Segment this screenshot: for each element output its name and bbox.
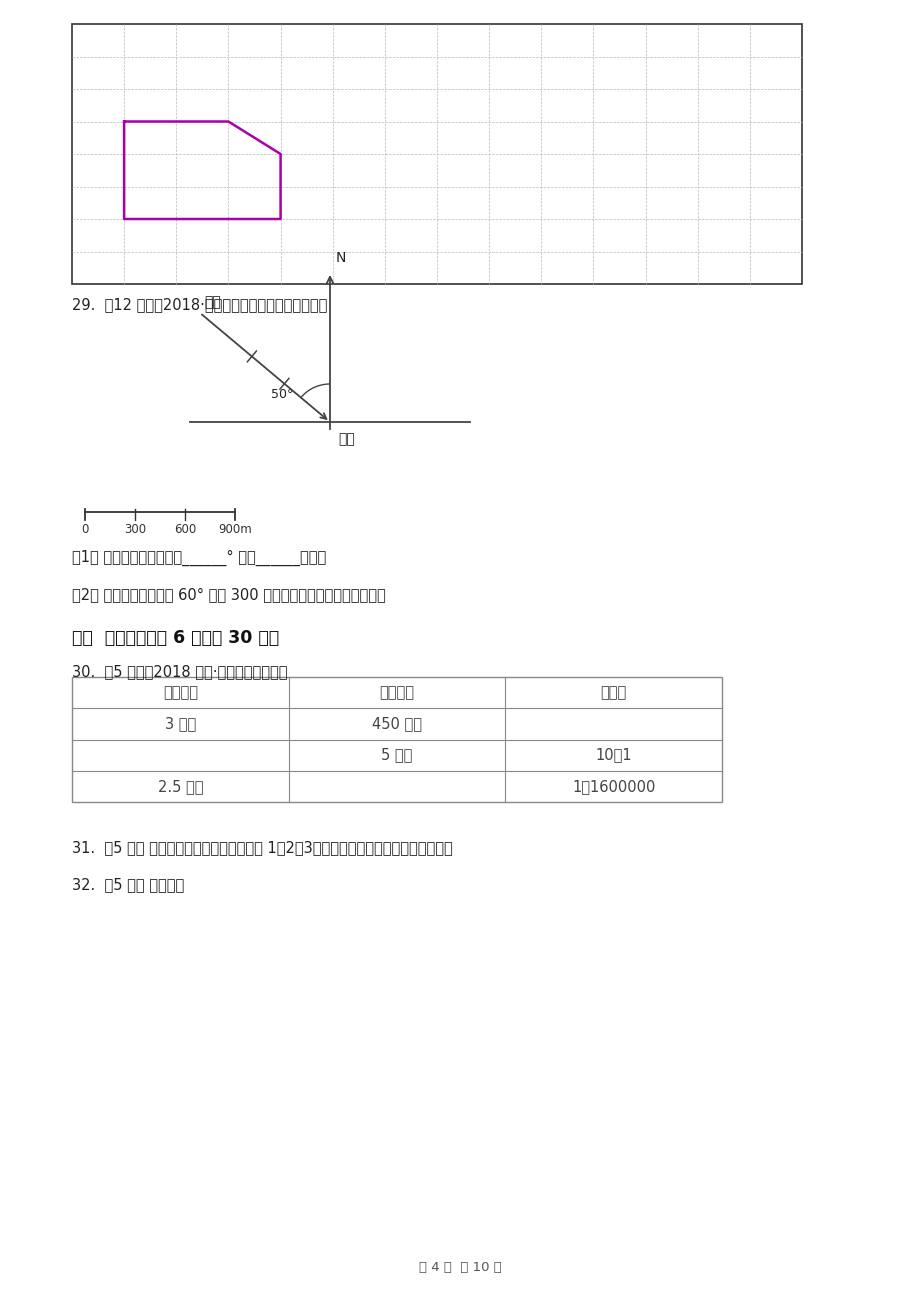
- Text: 300: 300: [124, 523, 146, 536]
- Text: （2） 银行在公园北偏东 60° 方向 300 米处，在图中表示出它的位置。: （2） 银行在公园北偏东 60° 方向 300 米处，在图中表示出它的位置。: [72, 587, 385, 602]
- Text: 900m: 900m: [218, 523, 252, 536]
- Text: 0: 0: [81, 523, 88, 536]
- Text: 比例尺: 比例尺: [600, 685, 626, 700]
- Text: 2.5 厘米: 2.5 厘米: [157, 779, 203, 794]
- Bar: [72, 23, 801, 284]
- Text: 29.  （12 分）（2018·溧阳）公园周边环境如图所示：: 29. （12 分）（2018·溧阳）公园周边环境如图所示：: [72, 297, 327, 312]
- Text: 31.  （5 分） 一个三角形的三个内角之比是 1：2：3，这个三角形三个内角各是多少度？: 31. （5 分） 一个三角形的三个内角之比是 1：2：3，这个三角形三个内角各…: [72, 840, 452, 855]
- Text: 第 4 页  共 10 页: 第 4 页 共 10 页: [418, 1262, 501, 1273]
- Text: 32.  （5 分） 画一画．: 32. （5 分） 画一画．: [72, 878, 184, 892]
- Text: 实际距离: 实际距离: [380, 685, 414, 700]
- Text: 600: 600: [174, 523, 196, 536]
- Text: 10：1: 10：1: [595, 747, 631, 763]
- Text: 50°: 50°: [270, 388, 293, 401]
- Text: 公园: 公园: [337, 432, 355, 447]
- Text: 450 千米: 450 千米: [371, 716, 422, 732]
- Bar: [72, 677, 721, 802]
- Text: 30.  （5 分）（2018 六下·云南期中）填表。: 30. （5 分）（2018 六下·云南期中）填表。: [72, 664, 288, 680]
- Text: N: N: [335, 251, 346, 266]
- Text: 1：1600000: 1：1600000: [572, 779, 654, 794]
- Text: 图上距离: 图上距离: [163, 685, 198, 700]
- Text: 3 厘米: 3 厘米: [165, 716, 196, 732]
- Text: 六、  解决问题（共 6 题；共 30 分）: 六、 解决问题（共 6 题；共 30 分）: [72, 629, 278, 647]
- Text: 5 毫米: 5 毫米: [380, 747, 413, 763]
- Text: （1） 车站在公园的北偏西______° 方向______米处．: （1） 车站在公园的北偏西______° 方向______米处．: [72, 549, 326, 566]
- Text: 车站: 车站: [205, 294, 221, 309]
